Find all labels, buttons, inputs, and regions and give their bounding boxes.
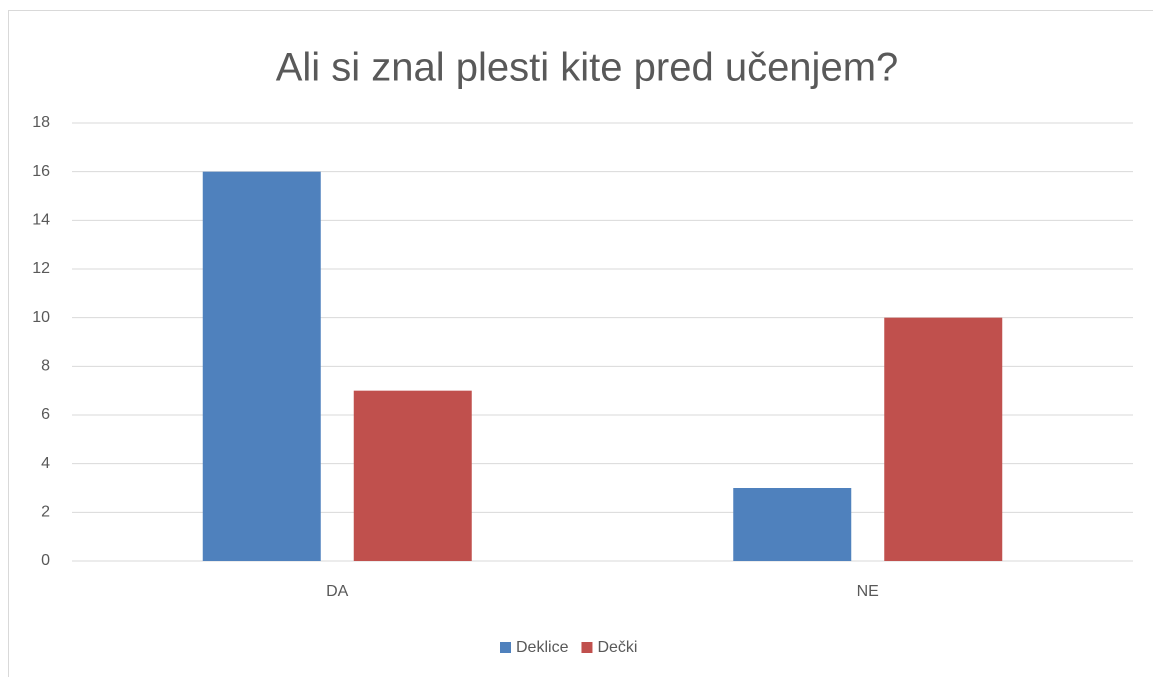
y-tick-label: 10 bbox=[32, 309, 50, 326]
y-tick-label: 4 bbox=[41, 455, 50, 472]
bar bbox=[202, 171, 321, 561]
bar bbox=[353, 390, 472, 561]
y-tick-label: 16 bbox=[32, 163, 50, 180]
y-tick-label: 6 bbox=[41, 406, 50, 423]
chart-title: Ali si znal plesti kite pred učenjem? bbox=[276, 46, 899, 90]
y-tick-label: 0 bbox=[41, 552, 50, 569]
bar bbox=[733, 488, 852, 561]
legend-label: Deklice bbox=[516, 639, 569, 656]
y-tick-label: 12 bbox=[32, 260, 50, 277]
bar bbox=[884, 317, 1003, 561]
legend-swatch bbox=[581, 642, 593, 653]
x-tick-label: DA bbox=[326, 583, 349, 600]
y-tick-label: 8 bbox=[41, 358, 50, 375]
x-tick-label: NE bbox=[857, 583, 879, 600]
legend-swatch bbox=[500, 642, 511, 653]
y-tick-label: 14 bbox=[32, 212, 50, 229]
y-tick-label: 18 bbox=[32, 114, 50, 131]
legend-label: Dečki bbox=[597, 639, 637, 656]
y-tick-label: 2 bbox=[41, 504, 50, 521]
